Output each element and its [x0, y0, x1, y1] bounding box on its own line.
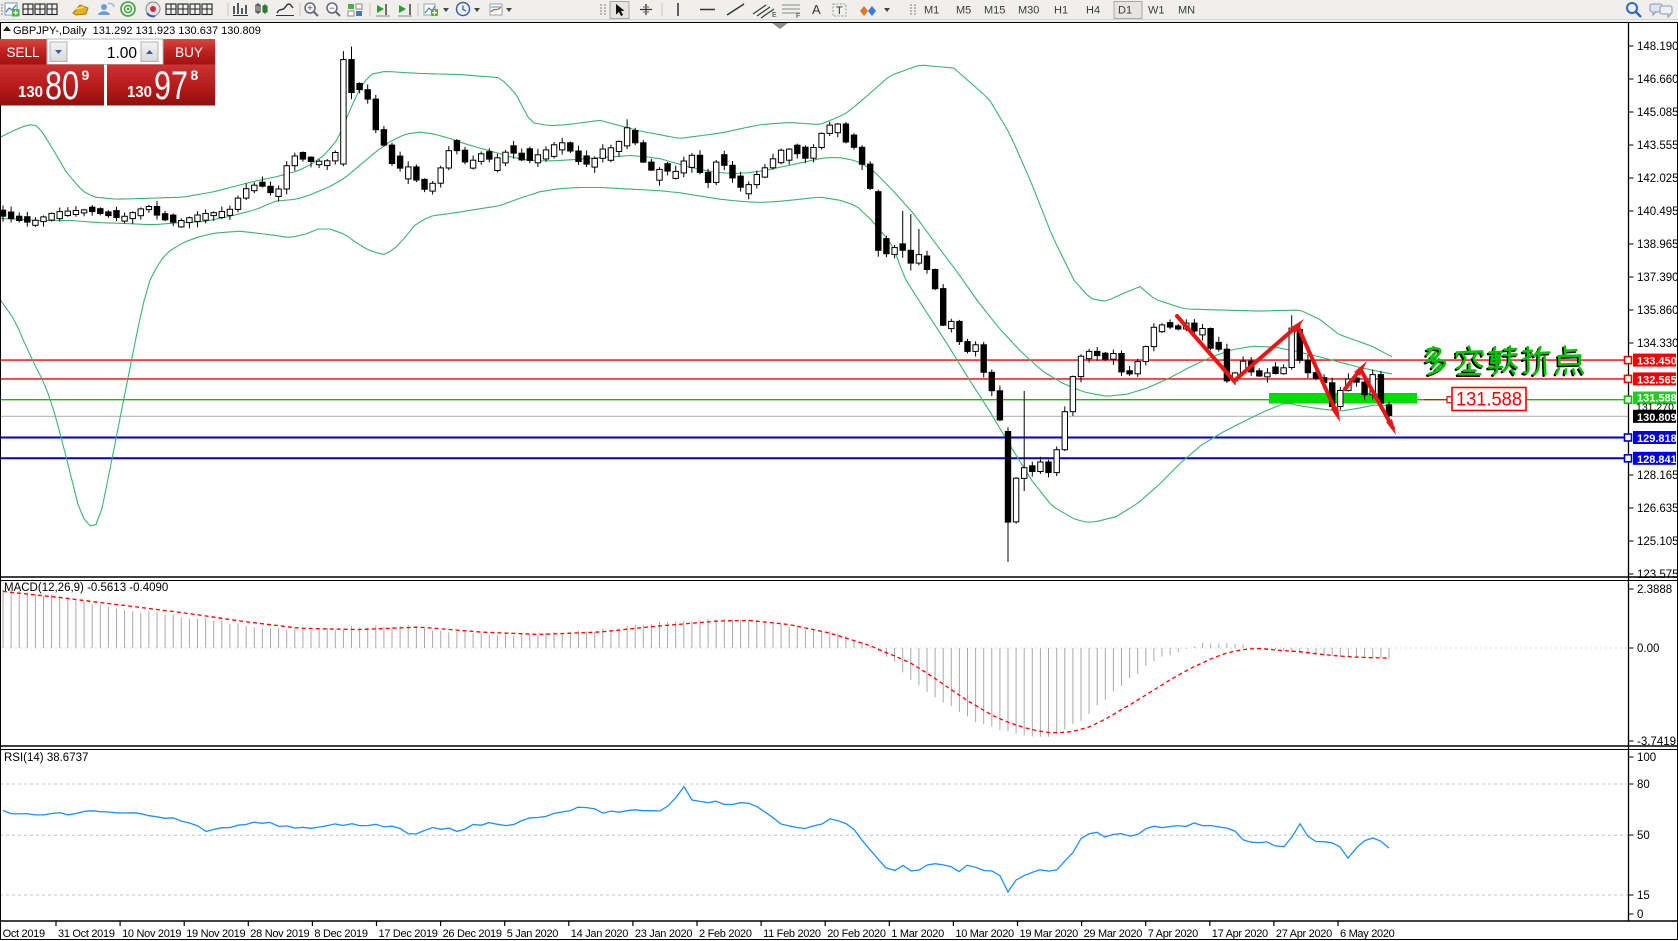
svg-text:1 Mar 2020: 1 Mar 2020: [891, 928, 944, 940]
svg-text:128.165: 128.165: [1637, 470, 1678, 482]
svg-text:146.660: 146.660: [1637, 74, 1678, 86]
svg-text:134.330: 134.330: [1637, 338, 1678, 350]
svg-text:−: −: [329, 3, 334, 13]
svg-text:14 Jan 2020: 14 Jan 2020: [571, 928, 628, 940]
svg-text:2.3888: 2.3888: [1637, 584, 1672, 596]
svg-text:6 May 2020: 6 May 2020: [1340, 928, 1395, 940]
svg-text:15: 15: [1637, 890, 1650, 902]
svg-text:138.965: 138.965: [1637, 239, 1678, 251]
svg-text:-3.7419: -3.7419: [1637, 736, 1676, 748]
svg-text:BUY: BUY: [175, 45, 203, 60]
svg-text:97: 97: [154, 64, 188, 108]
svg-text:F: F: [796, 13, 800, 20]
svg-text:M30: M30: [1018, 5, 1039, 17]
svg-text:26 Dec 2019: 26 Dec 2019: [443, 928, 502, 940]
svg-text:129.818: 129.818: [1637, 433, 1677, 445]
svg-text:148.190: 148.190: [1637, 41, 1678, 53]
svg-text:9: 9: [82, 67, 90, 83]
svg-text:125.105: 125.105: [1637, 536, 1678, 548]
svg-text:126.635: 126.635: [1637, 503, 1678, 515]
svg-text:23 Jan 2020: 23 Jan 2020: [635, 928, 692, 940]
svg-text:27 Apr 2020: 27 Apr 2020: [1276, 928, 1332, 940]
svg-text:17 Apr 2020: 17 Apr 2020: [1212, 928, 1268, 940]
svg-text:10 Nov 2019: 10 Nov 2019: [122, 928, 181, 940]
svg-text:1.00: 1.00: [107, 45, 138, 62]
svg-text:131.588: 131.588: [1637, 393, 1677, 405]
svg-text:0: 0: [1637, 909, 1643, 921]
svg-text:131.588: 131.588: [1456, 390, 1522, 411]
svg-text:2 Oct 2019: 2 Oct 2019: [0, 928, 45, 940]
svg-text:+: +: [307, 3, 312, 13]
svg-text:5 Jan 2020: 5 Jan 2020: [507, 928, 559, 940]
svg-text:RSI(14) 38.6737: RSI(14) 38.6737: [4, 752, 88, 764]
svg-text:MN: MN: [1178, 5, 1195, 17]
svg-text:19 Nov 2019: 19 Nov 2019: [186, 928, 245, 940]
svg-text:7 Apr 2020: 7 Apr 2020: [1148, 928, 1198, 940]
svg-text:132.565: 132.565: [1637, 374, 1677, 386]
svg-text:28 Nov 2019: 28 Nov 2019: [250, 928, 309, 940]
svg-text:H4: H4: [1086, 5, 1100, 17]
svg-text:31 Oct 2019: 31 Oct 2019: [58, 928, 115, 940]
svg-text:133.450: 133.450: [1637, 356, 1677, 368]
svg-text:142.025: 142.025: [1637, 173, 1678, 185]
svg-text:130: 130: [18, 84, 43, 101]
svg-text:128.841: 128.841: [1637, 454, 1677, 466]
svg-text:H1: H1: [1054, 5, 1068, 17]
svg-text:143.555: 143.555: [1637, 140, 1678, 152]
svg-text:0.00: 0.00: [1637, 643, 1659, 655]
svg-text:MACD(12,26,9) -0.5613 -0.4090: MACD(12,26,9) -0.5613 -0.4090: [4, 582, 168, 594]
svg-text:145.085: 145.085: [1637, 107, 1678, 119]
svg-text:W1: W1: [1148, 5, 1165, 17]
svg-text:T: T: [836, 5, 843, 17]
svg-text:2 Feb 2020: 2 Feb 2020: [699, 928, 752, 940]
svg-text:137.390: 137.390: [1637, 272, 1678, 284]
svg-text:29 Mar 2020: 29 Mar 2020: [1084, 928, 1143, 940]
svg-text:140.495: 140.495: [1637, 206, 1678, 218]
svg-text:A: A: [812, 2, 821, 17]
svg-text:D1: D1: [1118, 5, 1132, 17]
svg-text:SELL: SELL: [6, 45, 40, 60]
svg-text:130.809: 130.809: [1637, 412, 1677, 424]
svg-text:10 Mar 2020: 10 Mar 2020: [955, 928, 1014, 940]
svg-text:8: 8: [191, 67, 199, 83]
svg-text:80: 80: [45, 64, 79, 108]
svg-text:20 Feb 2020: 20 Feb 2020: [827, 928, 886, 940]
svg-text:GBPJPY-,Daily 131.292 131.923: GBPJPY-,Daily 131.292 131.923 130.637 13…: [13, 25, 261, 37]
svg-text:130: 130: [127, 84, 152, 101]
svg-text:135.860: 135.860: [1637, 305, 1678, 317]
svg-text:M15: M15: [984, 5, 1005, 17]
svg-text:11 Feb 2020: 11 Feb 2020: [763, 928, 821, 940]
svg-text:M1: M1: [924, 5, 939, 17]
svg-text:8 Dec 2019: 8 Dec 2019: [314, 928, 367, 940]
svg-text:123.575: 123.575: [1637, 569, 1678, 581]
svg-text:80: 80: [1637, 779, 1650, 791]
svg-text:100: 100: [1637, 752, 1656, 764]
svg-text:50: 50: [1637, 830, 1650, 842]
svg-text:E: E: [772, 12, 777, 19]
svg-text:17 Dec 2019: 17 Dec 2019: [379, 928, 438, 940]
svg-text:19 Mar 2020: 19 Mar 2020: [1020, 928, 1079, 940]
svg-text:M5: M5: [956, 5, 971, 17]
